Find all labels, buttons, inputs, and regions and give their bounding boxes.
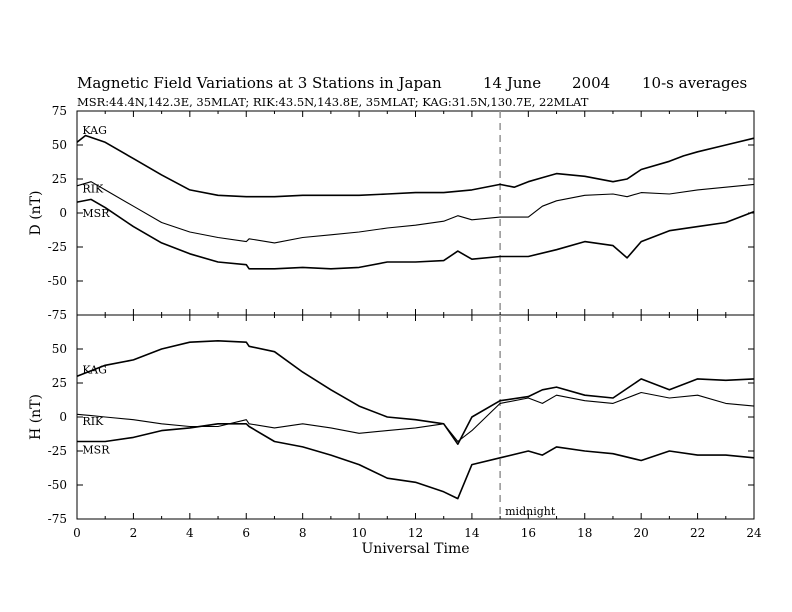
series-line-kag (76, 339, 755, 446)
y-axis-label: D (nT) (28, 191, 44, 236)
midnight-label: midnight (505, 505, 556, 518)
x-tick-label: 8 (299, 526, 307, 540)
series-line-msr (76, 198, 755, 270)
series-label-kag: KAG (82, 363, 107, 376)
y-tick-label: 25 (52, 376, 67, 390)
y-tick-label: -25 (48, 444, 67, 458)
x-tick-label: 10 (351, 526, 366, 540)
series-label-msr: MSR (82, 444, 110, 457)
y-tick-label: -75 (48, 512, 67, 526)
series-label-kag: KAG (82, 124, 107, 137)
y-axis-label: H (nT) (28, 394, 44, 440)
y-tick-label: 75 (52, 104, 67, 118)
x-tick-label: 24 (746, 526, 762, 540)
series-line-kag (76, 134, 755, 198)
y-tick-label: -25 (48, 240, 67, 254)
x-tick-label: 18 (577, 526, 592, 540)
panels-group: 75 50 25 0 -25 -50 -75 D (nT) KAG RIK MSR 50 25 0 -25 -… (28, 104, 762, 557)
panel-frame (76, 110, 755, 316)
x-tick-label: 16 (521, 526, 536, 540)
y-tick-label: 0 (59, 410, 67, 424)
y-tick-label: 25 (52, 172, 67, 186)
x-axis-label: Universal Time (361, 541, 469, 557)
x-tick-label: 14 (464, 526, 480, 540)
x-tick-label: 22 (690, 526, 705, 540)
y-tick-label: 50 (52, 342, 67, 356)
x-tick-label: 6 (242, 526, 250, 540)
chart-title: Magnetic Field Variations at 3 Stations … (77, 74, 442, 92)
x-tick-label: 2 (130, 526, 138, 540)
series-label-rik: RIK (82, 415, 104, 428)
y-tick-label: -75 (48, 308, 67, 322)
series-label-rik: RIK (82, 183, 104, 196)
series-line-rik (76, 181, 755, 244)
y-tick-label: 0 (59, 206, 67, 220)
y-tick-label: -50 (48, 478, 67, 492)
y-tick-label: -50 (48, 274, 67, 288)
chart-date: 14 June (483, 74, 541, 92)
station-coordinates: MSR:44.4N,142.3E, 35MLAT; RIK:43.5N,143.… (77, 95, 589, 109)
series-label-msr: MSR (82, 207, 110, 220)
x-tick-label: 4 (186, 526, 194, 540)
chart-year: 2004 (572, 74, 610, 92)
x-tick-label: 12 (408, 526, 423, 540)
x-tick-label: 20 (634, 526, 649, 540)
chart-averaging: 10-s averages (642, 74, 747, 92)
series-line-msr (77, 422, 755, 500)
y-tick-label: 50 (52, 138, 67, 152)
x-tick-label: 0 (73, 526, 81, 540)
series-line-rik (76, 391, 755, 443)
